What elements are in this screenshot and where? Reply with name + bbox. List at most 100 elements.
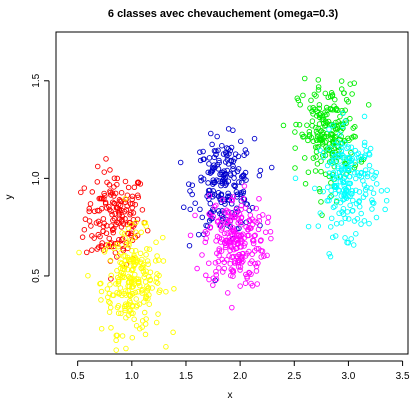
data-point (382, 206, 388, 213)
data-point (314, 113, 320, 119)
data-point (206, 155, 213, 161)
data-point (143, 268, 149, 274)
data-point (107, 304, 114, 311)
data-point (132, 247, 139, 254)
data-point (339, 123, 346, 130)
data-point (241, 183, 248, 189)
data-point (194, 265, 200, 272)
data-point (360, 178, 366, 184)
data-point (326, 170, 333, 176)
data-point (187, 232, 194, 239)
data-point (95, 218, 102, 225)
data-point (320, 150, 327, 156)
data-point (146, 246, 153, 252)
data-point (141, 309, 148, 316)
data-point (312, 168, 319, 174)
data-point (105, 294, 111, 300)
data-point (232, 151, 239, 157)
data-point (348, 160, 355, 167)
data-point (102, 192, 108, 199)
data-point (107, 281, 113, 288)
data-point (328, 193, 334, 199)
data-point (241, 152, 247, 158)
data-point (351, 80, 358, 86)
data-point (369, 206, 375, 212)
data-point (362, 187, 369, 193)
data-point (79, 234, 86, 240)
data-point (214, 133, 220, 140)
data-point (140, 263, 146, 269)
data-point (326, 145, 332, 151)
data-point (365, 102, 372, 108)
data-point (292, 129, 298, 135)
data-point (108, 325, 114, 331)
data-point (312, 185, 318, 192)
data-point (215, 147, 221, 154)
data-point (210, 188, 216, 194)
data-point (233, 236, 239, 242)
data-point (258, 254, 264, 260)
data-point (186, 181, 192, 187)
data-point (222, 178, 228, 184)
data-point (229, 304, 235, 311)
data-point (268, 235, 274, 242)
data-point (302, 155, 308, 161)
data-point (329, 175, 336, 181)
data-point (253, 268, 260, 274)
data-point (227, 171, 233, 177)
data-point (219, 236, 225, 242)
data-point (305, 169, 312, 175)
data-point (304, 122, 310, 128)
data-point (206, 260, 212, 266)
data-point (115, 279, 122, 285)
data-point (338, 148, 345, 154)
data-point (314, 131, 321, 137)
data-point (125, 230, 131, 237)
data-point (329, 134, 335, 141)
data-point (117, 272, 124, 278)
data-point (332, 141, 338, 148)
data-point (226, 253, 232, 259)
data-point (332, 134, 338, 141)
data-point (200, 176, 207, 182)
data-point (255, 260, 261, 266)
data-point (230, 267, 237, 274)
data-point (221, 265, 228, 272)
data-point (97, 281, 103, 287)
data-point (228, 144, 235, 151)
data-point (131, 281, 137, 287)
data-point (338, 166, 345, 172)
data-point (139, 207, 146, 213)
data-point (218, 216, 224, 222)
data-point (160, 234, 166, 241)
data-point (252, 248, 258, 254)
data-point (110, 292, 117, 299)
data-point (213, 268, 219, 275)
data-point (155, 257, 162, 263)
data-point (142, 321, 149, 327)
data-point (252, 260, 258, 267)
data-point (110, 217, 116, 224)
data-point (219, 178, 225, 185)
data-point (336, 173, 342, 180)
data-point (352, 175, 359, 182)
data-point (119, 213, 126, 220)
data-point (323, 144, 329, 150)
data-point (132, 201, 139, 208)
data-point (200, 148, 206, 155)
data-point (247, 212, 254, 218)
data-point (155, 311, 161, 317)
data-point (349, 91, 355, 97)
data-point (105, 241, 112, 248)
data-point (253, 263, 260, 270)
data-point (186, 242, 193, 249)
data-point (325, 94, 332, 101)
data-point (129, 193, 136, 200)
data-point (317, 188, 323, 195)
data-point (121, 208, 128, 215)
data-point (330, 171, 337, 177)
data-point (340, 206, 347, 212)
data-point (246, 270, 253, 276)
data-point (189, 182, 196, 188)
data-point (243, 271, 249, 278)
